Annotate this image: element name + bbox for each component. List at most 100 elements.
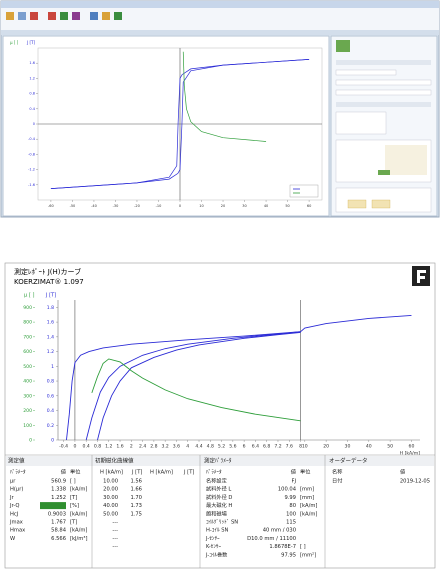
y2-tick-label: 800 [23, 320, 32, 326]
y2-tick-label: 0 [29, 438, 32, 444]
x-tick-label: 8 [299, 444, 302, 450]
cell: [mm] [300, 487, 314, 493]
x-tick-label: 0 [73, 444, 76, 450]
y-tick-label: 1.2 [29, 76, 35, 80]
data-line [66, 315, 412, 441]
cell: 58.84 [51, 528, 67, 534]
cell: [ ] [300, 544, 306, 550]
cell: μr [10, 479, 16, 485]
cell: Jmax [9, 520, 23, 526]
cell: J-ｾﾝｻｰ [205, 535, 220, 542]
icon[interactable] [18, 12, 26, 20]
cell: [T] [70, 520, 77, 526]
cell: 2019-12-05 [400, 479, 430, 485]
cell: 115 [286, 520, 296, 526]
report-subtitle: KOERZIMAT® 1.097 [14, 278, 84, 286]
x-tick-label: 4.8 [207, 444, 214, 450]
cell: [%] [70, 503, 79, 509]
y-tick-label: -1.2 [28, 168, 35, 172]
x-tick-label: 5.2 [218, 444, 225, 450]
cell: 80 [289, 503, 296, 509]
icon[interactable] [30, 12, 38, 20]
y-tick-label: 0.8 [47, 379, 54, 385]
ribbon [1, 8, 439, 30]
x-tick-label: 3.2 [162, 444, 169, 450]
x-tick-label: 2.8 [150, 444, 157, 450]
x-tick-label: -0.4 [59, 444, 68, 450]
x-tick-label: 10 [199, 204, 203, 208]
x-tick-label: 20 [323, 444, 329, 450]
column-header: 名称 [332, 468, 342, 476]
x-tick-label: 40 [264, 204, 268, 208]
x-tick-label: 4.4 [195, 444, 202, 450]
column-header: ﾊﾟﾗﾒｰﾀ [10, 468, 26, 476]
cell: 名称設定 [206, 477, 227, 485]
y2-tick-label: 500 [23, 364, 32, 370]
cell: 20.00 [103, 487, 118, 493]
report-frame [4, 262, 436, 569]
cell: 1.767 [51, 520, 66, 526]
y-axis-title: J [T] [26, 40, 35, 45]
icon[interactable] [90, 12, 98, 20]
cell: Hmax [10, 528, 25, 534]
icon[interactable] [60, 12, 68, 20]
column-header: J [T] [131, 470, 142, 476]
report-title: 測定ﾚﾎﾟｰﾄ J(H)カーブ [14, 267, 81, 276]
cell: [kA/m] [300, 511, 317, 517]
cell: 560.9 [51, 479, 66, 485]
icon[interactable] [72, 12, 80, 20]
cell: 1.338 [51, 487, 66, 493]
cell: 1.75 [130, 511, 142, 517]
x-tick-label: 6 [243, 444, 246, 450]
x-tick-label: 0 [179, 204, 181, 208]
icon[interactable] [6, 12, 14, 20]
icon[interactable] [48, 12, 56, 20]
cell: 1.8678E-7 [269, 544, 296, 550]
x-tick-label: 6.8 [263, 444, 270, 450]
x-tick-label: -20 [134, 204, 140, 208]
cell: ｺｲﾙｸﾞﾘｯﾄﾞ SN [206, 519, 238, 526]
section-header-bg [6, 456, 434, 466]
cell: D10.0 mm / 11100 [247, 536, 296, 542]
x-tick-label: 1.6 [116, 444, 123, 450]
x-tick-label: 50 [285, 204, 289, 208]
cell: 試料外径 D [206, 493, 232, 501]
icon[interactable] [114, 12, 122, 20]
cell: K-ｾﾝｻｰ [206, 543, 222, 550]
cell: [kA/m] [70, 528, 87, 534]
section-title: 測定値 [8, 457, 25, 465]
legend-box [289, 184, 319, 198]
cell: 100 [286, 511, 296, 517]
column-header: 単位 [70, 468, 80, 476]
data-line [50, 59, 310, 189]
cell: 40 mm / 030 [263, 528, 296, 534]
y-tick-label: -1.6 [28, 183, 35, 187]
x-tick-label: 0.8 [94, 444, 101, 450]
section-title: オーダーデータ [329, 457, 368, 465]
y-tick-label: -0.4 [28, 137, 36, 141]
y-tick-label: 1.6 [47, 320, 54, 326]
y2-axis-title: μ [ ] [10, 40, 19, 45]
cell: 30.00 [103, 495, 118, 501]
cell: --- [112, 544, 118, 550]
y2-tick-label: 700 [23, 334, 32, 340]
column-header: 値 [61, 468, 66, 476]
y-tick-label: 0.8 [29, 92, 35, 96]
cell: 1.66 [130, 487, 142, 493]
data-line [50, 59, 310, 189]
cell: Jr [9, 495, 15, 501]
status-box [40, 502, 66, 510]
y2-tick-label: 300 [23, 393, 32, 399]
cell: 9.99 [284, 495, 296, 501]
settings-panel [330, 35, 438, 217]
x-tick-label: -60 [48, 204, 54, 208]
cell: H-ｺｲﾙ SN [206, 527, 228, 534]
x-tick-label: -30 [113, 204, 119, 208]
column-header: 単位 [300, 468, 310, 476]
y-tick-label: -0.8 [28, 152, 35, 156]
column-header: H [kA/m] [150, 470, 173, 476]
y-tick-label: 1.8 [47, 305, 54, 311]
x-tick-label: 7.2 [274, 444, 281, 450]
icon[interactable] [102, 12, 110, 20]
